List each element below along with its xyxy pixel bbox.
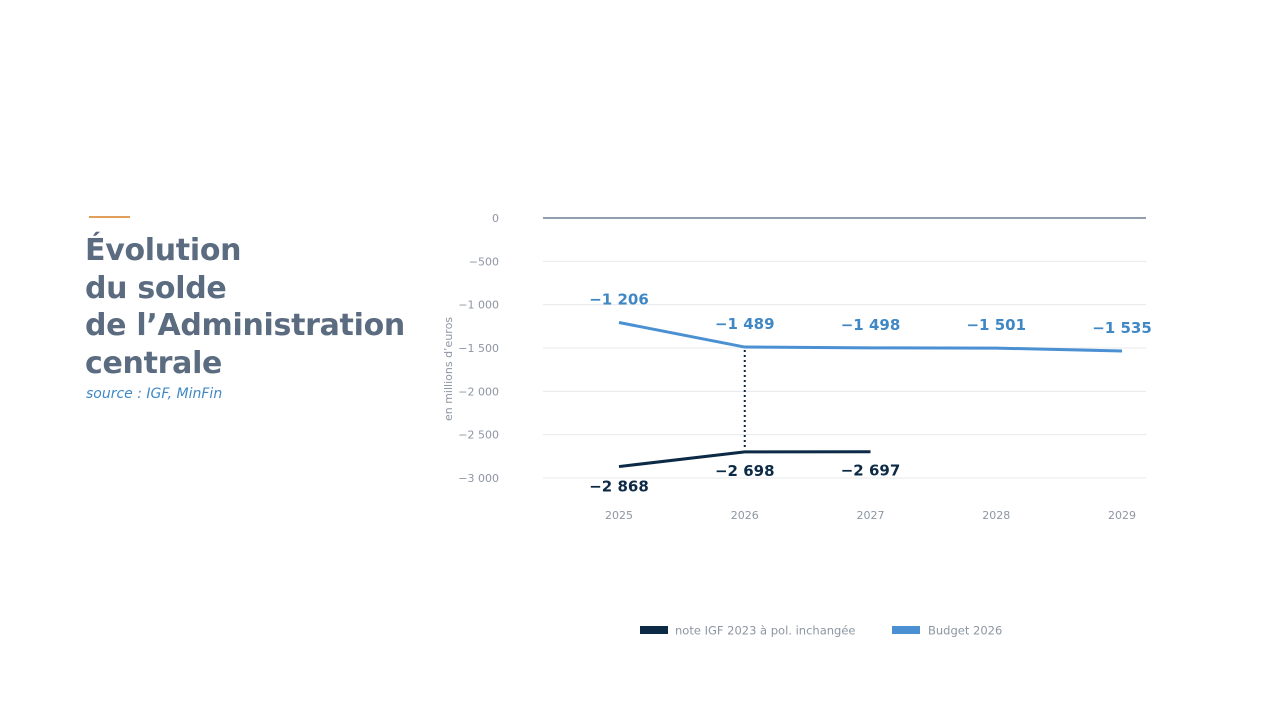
y-tick-label: −1 000 [458, 299, 499, 312]
y-tick-label: −500 [469, 255, 499, 268]
x-tick-label: 2027 [857, 509, 885, 522]
title-accent-rule [89, 216, 130, 218]
budget-data-label: −1 501 [966, 316, 1026, 334]
legend-label: note IGF 2023 à pol. inchangée [675, 624, 856, 638]
legend-label: Budget 2026 [928, 624, 1002, 638]
y-tick-label: −2 000 [458, 385, 499, 398]
y-tick-label: 0 [492, 212, 499, 225]
x-tick-label: 2025 [605, 509, 633, 522]
title-line: du solde [85, 270, 227, 306]
budget-data-label: −1 206 [589, 291, 649, 309]
budget-data-label: −1 489 [715, 315, 775, 333]
title-line: Évolution [85, 233, 242, 268]
budget-series-line [618, 321, 1123, 353]
x-tick-label: 2026 [731, 509, 759, 522]
legend-swatch [892, 626, 920, 634]
budget-data-label: −1 535 [1092, 319, 1152, 337]
budget-data-label: −1 498 [841, 316, 901, 334]
title-line: centrale [85, 345, 223, 381]
igf-series-line [618, 450, 871, 469]
y-axis-label: en millions d’euros [442, 317, 455, 421]
source-note: source : IGF, MinFin [86, 386, 223, 402]
title-line: de l’Administration [85, 308, 405, 343]
igf-data-label: −2 697 [841, 462, 901, 480]
y-tick-label: −3 000 [458, 472, 499, 485]
igf-data-label: −2 868 [589, 478, 649, 496]
y-tick-label: −1 500 [458, 342, 499, 355]
page-title: Évolution du solde de l’Administration c… [85, 232, 405, 382]
y-tick-label: −2 500 [458, 429, 499, 442]
igf-data-label: −2 698 [715, 462, 775, 480]
x-tick-label: 2028 [982, 509, 1010, 522]
legend-swatch [640, 626, 668, 634]
x-tick-label: 2029 [1108, 509, 1136, 522]
